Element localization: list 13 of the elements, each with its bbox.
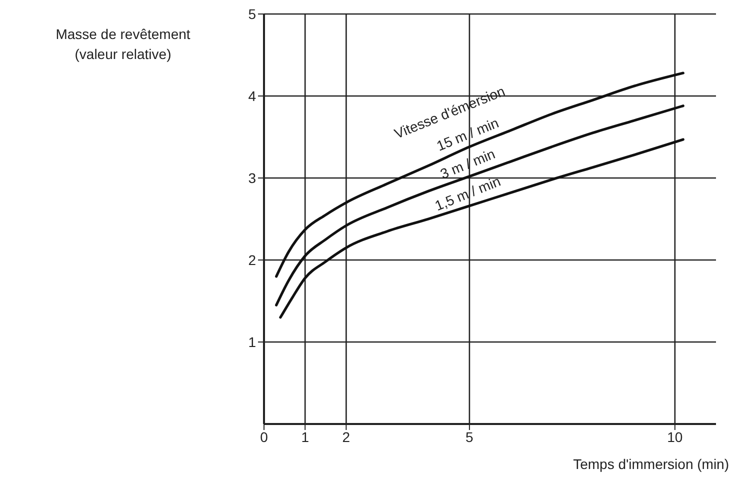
x-tick-label: 2 — [342, 428, 350, 445]
x-axis-title: Temps d'immersion (min) — [573, 456, 729, 472]
x-tick-label: 1 — [301, 428, 310, 445]
x-tick-label: 5 — [466, 428, 474, 445]
y-axis-title: Masse de revêtement (valeur relative) — [54, 25, 192, 64]
y-tick-label: 1 — [248, 334, 256, 350]
y-tick-label: 3 — [248, 170, 256, 186]
x-tick-label: 10 — [667, 428, 683, 445]
line-series — [275, 72, 684, 278]
y-tick-label: 5 — [248, 6, 256, 22]
y-tick-label: 4 — [248, 88, 256, 104]
y-tick-label: 2 — [248, 252, 256, 268]
x-tick-label: 0 — [260, 428, 268, 445]
